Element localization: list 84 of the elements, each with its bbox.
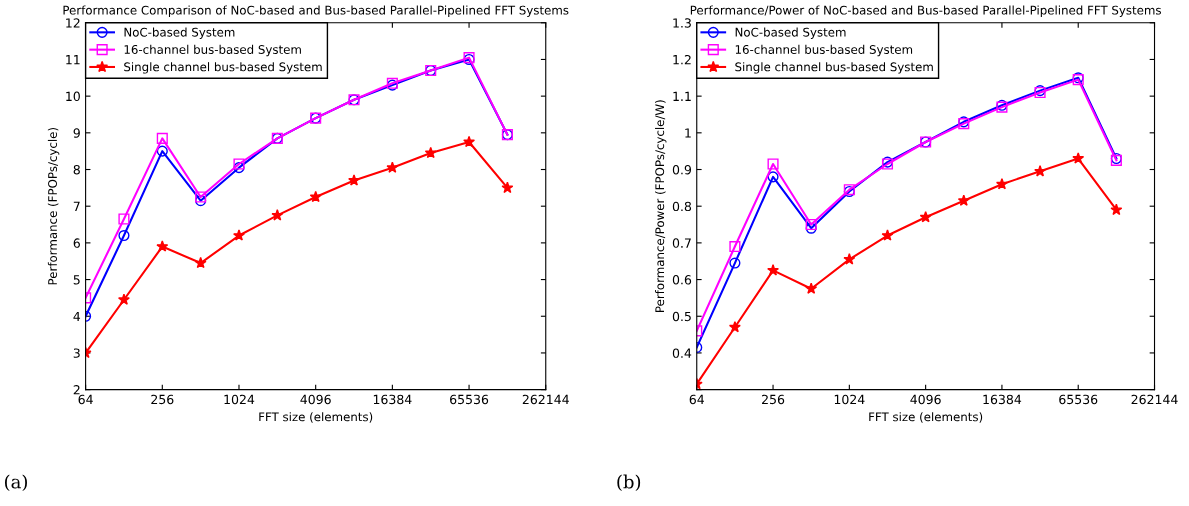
point	[117, 293, 130, 305]
x-tick-label: 262144	[522, 394, 569, 405]
point	[118, 213, 130, 225]
point	[767, 171, 779, 183]
x-tick-label: 16384	[983, 394, 1022, 405]
x-tick-label: 4096	[910, 394, 941, 405]
x-tick-label: 64	[689, 394, 705, 405]
x-tick-label: 262144	[1131, 394, 1178, 405]
point	[386, 161, 399, 173]
y-tick-label: 0.4	[672, 348, 692, 358]
point	[348, 174, 361, 186]
point	[995, 177, 1008, 190]
x-axis-title: FFT size (elements)	[869, 412, 983, 423]
chart-title: Performance Comparison of NoC-based and Bus-based Parallel-Pipelined FFT Systems	[63, 5, 569, 17]
point	[805, 282, 818, 294]
legend-label: 16-channel bus-based System	[735, 44, 913, 57]
point	[194, 256, 207, 269]
y-tick-label: 1.2	[673, 54, 691, 65]
point	[843, 253, 856, 265]
legend-label: 16-channel bus-based System	[124, 44, 301, 57]
y-tick-label: 4	[73, 311, 81, 321]
point	[233, 158, 245, 170]
point	[729, 240, 741, 253]
point	[767, 264, 780, 276]
point	[156, 145, 168, 157]
point	[309, 190, 322, 203]
point	[233, 229, 245, 241]
point	[501, 181, 514, 194]
x-tick-label: 65536	[1059, 394, 1098, 405]
point	[195, 191, 207, 203]
x-tick-label: 65536	[450, 394, 489, 405]
point	[805, 218, 817, 231]
x-tick-label: 256	[151, 394, 174, 405]
y-tick-label: 11	[66, 55, 80, 65]
y-tick-label: 1.1	[673, 91, 691, 101]
legend-label: NoC-based System	[735, 27, 846, 39]
chart-title: Performance/Power of NoC-based and Bus-based Parallel-Pipelined FFT Systems	[690, 5, 1161, 17]
point	[233, 162, 245, 174]
y-tick-label: 1	[685, 128, 691, 138]
legend-label: Single channel bus-based System	[735, 62, 933, 74]
y-tick-label: 0.7	[672, 238, 691, 248]
y-tick-label: 1.3	[673, 18, 691, 28]
point	[919, 210, 932, 223]
point	[118, 229, 130, 242]
legend-label: Single channel bus-based System	[124, 62, 322, 74]
x-tick-label: 4096	[300, 394, 331, 405]
point	[1034, 165, 1047, 177]
point	[957, 194, 970, 206]
x-tick-label: 16384	[373, 394, 412, 405]
y-axis-title: Performance/Power (FPOPs/cycle/W)	[655, 100, 667, 312]
point	[195, 195, 207, 207]
y-tick-label: 3	[73, 348, 80, 358]
y-tick-label: 12	[66, 18, 80, 28]
text: (a)	[4, 474, 27, 492]
text: (b)	[617, 474, 641, 492]
point	[1072, 152, 1085, 164]
point	[156, 240, 169, 252]
point	[463, 135, 476, 148]
point	[271, 209, 284, 221]
y-tick-label: 0.6	[672, 275, 692, 285]
y-tick-label: 2	[73, 385, 80, 395]
y-tick-label: 8	[73, 164, 80, 175]
legend-label: NoC-based System	[124, 27, 235, 39]
y-tick-label: 5	[73, 275, 80, 285]
point	[1110, 203, 1123, 216]
y-tick-label: 0.9	[672, 164, 692, 175]
y-tick-label: 9	[73, 128, 80, 138]
x-tick-label: 256	[762, 394, 785, 405]
x-axis-title: FFT size (elements)	[259, 412, 373, 423]
y-tick-label: 0.5	[672, 311, 691, 322]
point	[729, 257, 741, 269]
point	[424, 146, 437, 159]
x-tick-label: 1024	[224, 394, 255, 405]
y-axis-title: Performance (FPOPs/cycle)	[47, 127, 60, 285]
x-tick-label: 1024	[834, 394, 865, 405]
point	[767, 158, 779, 170]
point	[881, 229, 894, 241]
x-tick-label: 64	[78, 394, 93, 405]
y-tick-label: 10	[66, 91, 80, 102]
y-tick-label: 7	[73, 201, 80, 211]
y-tick-label: 6	[73, 238, 80, 248]
point	[728, 321, 741, 333]
y-tick-label: 0.8	[672, 201, 692, 212]
point	[156, 132, 168, 144]
